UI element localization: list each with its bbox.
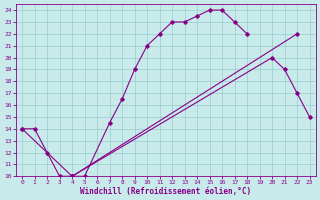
X-axis label: Windchill (Refroidissement éolien,°C): Windchill (Refroidissement éolien,°C): [80, 187, 252, 196]
